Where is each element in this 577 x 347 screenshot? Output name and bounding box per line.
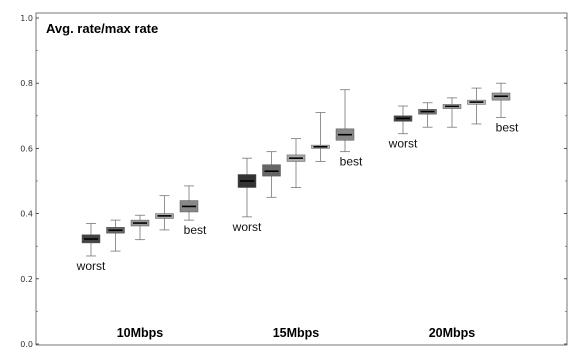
box	[393, 105, 413, 135]
box	[237, 157, 257, 218]
box	[442, 97, 462, 128]
y-axis: 0.0 0.2 0.4 0.6 0.8 1.0	[20, 14, 567, 347]
group-labels: 10Mbps worst best 15Mbps worst best 20Mbps wors…	[76, 120, 519, 340]
annotation-best: best	[340, 155, 363, 169]
annotation-worst: worst	[232, 220, 262, 234]
annotation-worst: worst	[76, 259, 106, 273]
box	[155, 195, 174, 231]
y-tick-label: 0.0	[20, 340, 33, 347]
box-group-20mbps	[393, 82, 511, 135]
box-series	[81, 82, 511, 257]
box	[106, 219, 125, 252]
box	[467, 87, 486, 125]
box	[311, 112, 330, 162]
box	[418, 102, 437, 128]
box	[491, 82, 511, 118]
box	[130, 214, 150, 241]
chart-title: Avg. rate/max rate	[46, 21, 158, 36]
group-label: 15Mbps	[273, 326, 320, 340]
plot-frame	[35, 12, 568, 346]
box	[262, 151, 281, 198]
box	[179, 185, 199, 221]
y-tick-label: 0.6	[20, 144, 33, 153]
y-tick-label: 0.2	[20, 275, 33, 284]
y-tick-label: 1.0	[20, 14, 33, 23]
group-label: 20Mbps	[429, 326, 476, 340]
annotation-worst: worst	[388, 137, 418, 151]
annotation-best: best	[496, 120, 519, 134]
box	[81, 222, 101, 257]
y-tick-label: 0.4	[20, 210, 33, 219]
plot-border	[35, 12, 568, 346]
box-group-10mbps	[81, 185, 199, 257]
y-tick-label: 0.8	[20, 79, 33, 88]
group-label: 10Mbps	[117, 326, 164, 340]
annotation-best: best	[184, 223, 207, 237]
box-group-15mbps	[237, 89, 355, 218]
iqr-box	[262, 164, 281, 177]
box	[335, 89, 355, 153]
box	[286, 138, 306, 188]
